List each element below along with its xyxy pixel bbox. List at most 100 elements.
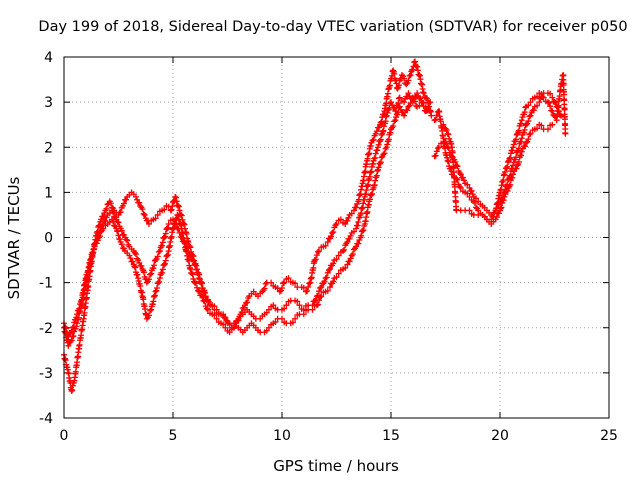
data-marks	[61, 58, 569, 394]
data-point	[311, 257, 318, 264]
data-point	[392, 117, 399, 124]
data-point	[177, 220, 184, 227]
data-point	[82, 275, 89, 282]
data-point	[195, 271, 202, 278]
data-point	[521, 109, 528, 116]
data-point	[527, 112, 534, 119]
data-point	[323, 274, 330, 281]
data-point	[261, 285, 268, 292]
data-point	[204, 306, 211, 313]
data-point	[466, 207, 473, 214]
data-point	[189, 256, 196, 263]
data-point	[102, 217, 109, 224]
data-point	[300, 311, 307, 318]
data-point	[65, 333, 72, 340]
data-point	[159, 266, 166, 273]
data-point	[138, 262, 145, 269]
y-tick-label: -4	[39, 411, 53, 427]
data-point	[176, 207, 183, 214]
data-point	[396, 103, 403, 110]
x-tick-label: 15	[382, 428, 400, 444]
data-point	[442, 125, 449, 132]
data-point	[431, 153, 438, 160]
data-point	[281, 279, 288, 286]
data-point	[110, 209, 117, 216]
data-point	[220, 312, 227, 319]
data-point	[498, 204, 505, 211]
data-point	[395, 100, 402, 107]
data-point	[342, 264, 349, 271]
data-point	[152, 288, 159, 295]
data-point	[330, 278, 337, 285]
data-point	[501, 193, 508, 200]
data-point	[169, 203, 176, 210]
data-point	[510, 144, 517, 151]
data-point	[279, 315, 285, 322]
y-tick-label: 3	[44, 95, 53, 111]
data-point	[148, 270, 155, 277]
data-point	[318, 284, 325, 291]
data-point	[272, 318, 279, 325]
data-point	[280, 280, 287, 287]
data-point	[162, 233, 169, 240]
data-point	[547, 90, 554, 97]
data-point	[523, 139, 530, 146]
data-point	[123, 196, 130, 203]
data-point	[419, 99, 426, 106]
data-point	[411, 59, 418, 66]
data-point	[417, 95, 424, 102]
data-point	[176, 229, 183, 236]
data-point	[513, 165, 520, 172]
data-point	[414, 90, 421, 97]
data-point	[118, 241, 125, 248]
data-point	[411, 98, 418, 105]
data-point	[321, 278, 328, 285]
data-point	[183, 243, 190, 250]
data-point	[159, 239, 166, 246]
data-point	[268, 279, 275, 286]
data-point	[316, 288, 323, 295]
data-point	[378, 132, 385, 139]
data-point	[346, 258, 353, 265]
data-point	[211, 303, 218, 310]
data-point	[313, 302, 320, 309]
data-point	[154, 285, 161, 292]
data-point	[366, 196, 373, 203]
data-point	[444, 157, 451, 164]
data-point	[262, 280, 269, 287]
data-point	[132, 193, 139, 200]
data-point	[68, 328, 75, 335]
data-point	[406, 72, 413, 79]
data-point	[281, 305, 288, 312]
data-point	[347, 255, 354, 262]
data-point	[187, 266, 194, 273]
data-point	[504, 187, 511, 194]
data-point	[100, 213, 107, 220]
y-tick-label: -3	[39, 366, 53, 382]
y-tick-label: 2	[44, 140, 53, 156]
data-point	[162, 260, 169, 267]
data-point	[344, 217, 351, 224]
y-axis-title: SDTVAR / TECUs	[5, 176, 23, 299]
data-point	[552, 99, 559, 106]
data-point	[525, 118, 532, 125]
data-point	[135, 257, 142, 264]
data-point	[196, 275, 203, 282]
data-point	[354, 222, 361, 229]
data-point	[177, 233, 184, 240]
data-point	[392, 108, 399, 115]
data-point	[161, 261, 168, 268]
data-point	[190, 275, 197, 282]
data-point	[161, 234, 168, 241]
data-point	[509, 174, 516, 181]
data-point	[341, 246, 348, 253]
data-point	[312, 256, 319, 263]
data-point	[190, 257, 197, 264]
data-point	[459, 174, 466, 181]
data-point	[70, 323, 77, 330]
data-point	[191, 261, 198, 268]
data-point	[507, 181, 514, 188]
data-point	[265, 306, 272, 313]
data-point	[348, 210, 355, 217]
